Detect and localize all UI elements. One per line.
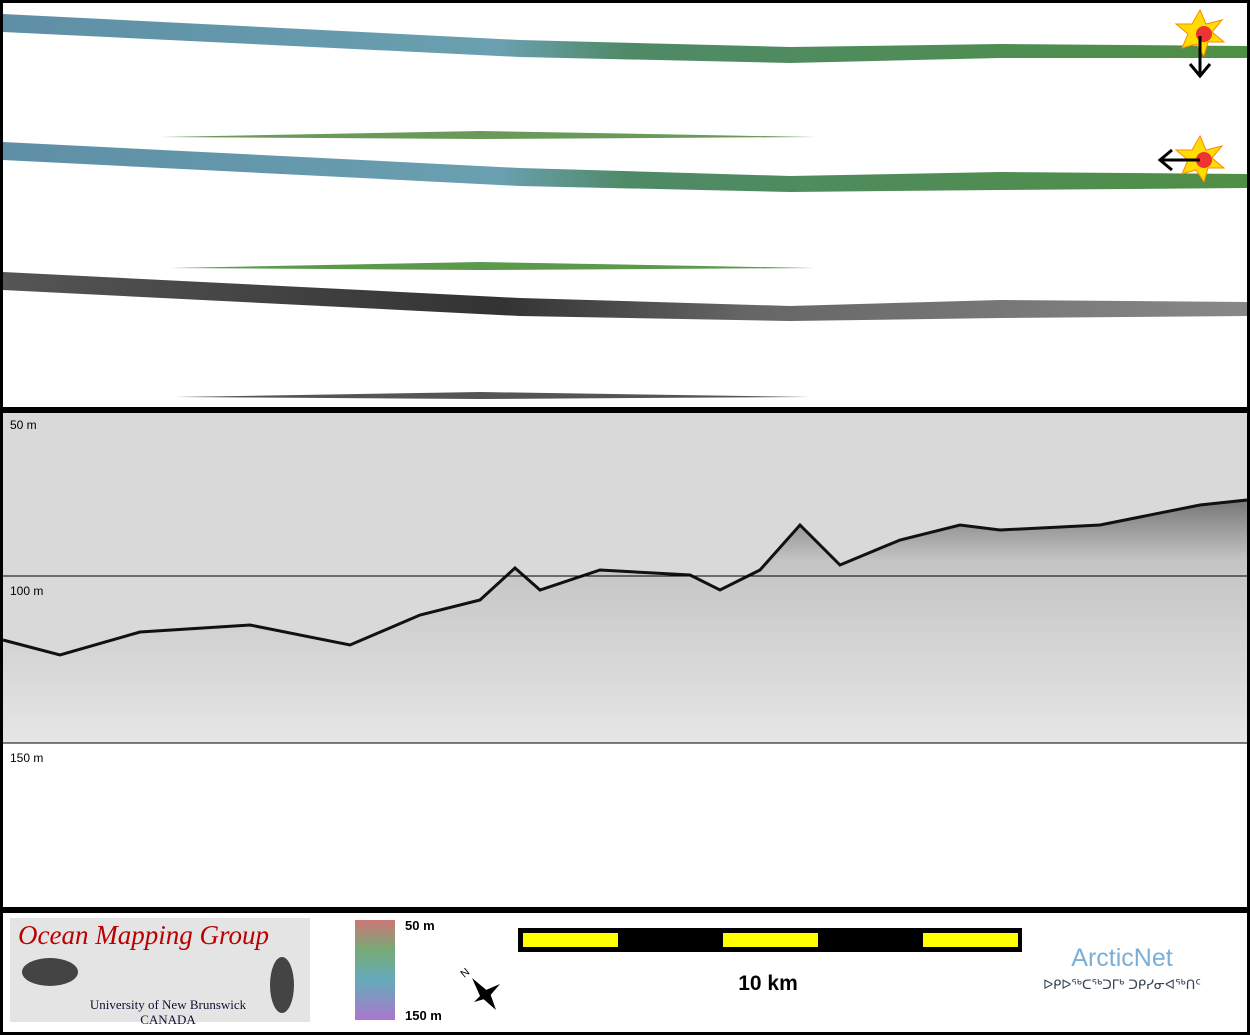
colorbar-label: 50 m (405, 918, 435, 933)
bathymetry-swath (3, 14, 1247, 63)
scale-label: 10 km (738, 972, 798, 995)
scale-segment (723, 933, 818, 947)
colorbar-label: 150 m (405, 1008, 442, 1023)
logo-title: Ocean Mapping Group (18, 920, 269, 950)
scale-segment (923, 933, 1018, 947)
bathymetry-swath (3, 142, 1247, 192)
scale-segment (523, 933, 618, 947)
logo-text: CANADA (140, 1012, 196, 1027)
sun-icon (1157, 134, 1226, 184)
depth-label: 150 m (10, 751, 43, 765)
partner-logo: ArcticNet (1071, 944, 1172, 972)
logo-shape (270, 957, 294, 1013)
seafloor-line (2, 498, 1248, 657)
logo-shape (22, 958, 78, 986)
color-bar (355, 920, 395, 1020)
sub-seafloor (3, 500, 1247, 743)
north-arrow: N (458, 966, 500, 1010)
sidescan-swath (3, 272, 1247, 321)
swath-panel (3, 3, 1247, 407)
partner-syllabics: ᐅᑭᐅᖅᑕᖅᑐᒥᒃ ᑐᑭᓯᓂᐊᖅᑎᑦ (1043, 978, 1201, 993)
depth-label: 50 m (10, 418, 37, 432)
depth-label: 100 m (10, 584, 43, 598)
swath-profile (160, 131, 815, 139)
logo-text: University of New Brunswick (90, 997, 247, 1012)
swath-profile (170, 262, 815, 270)
swath-profile (175, 392, 810, 399)
sun-icon (1174, 8, 1226, 79)
